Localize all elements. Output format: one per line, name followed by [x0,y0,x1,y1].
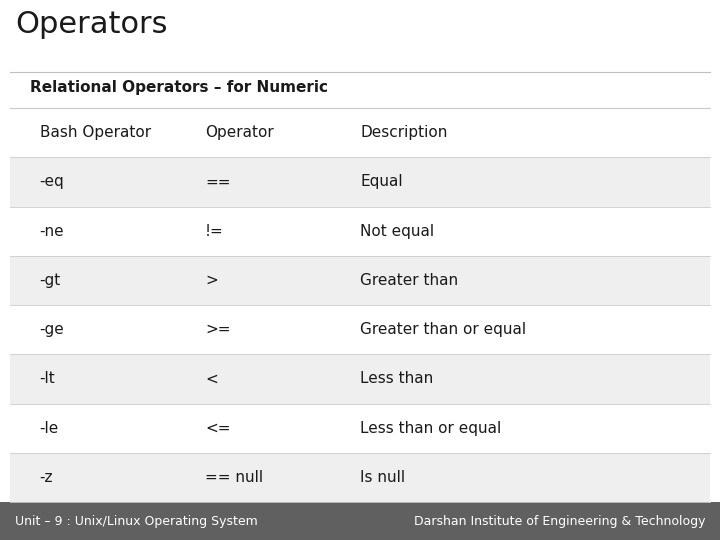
Text: Unit – 9 : Unix/Linux Operating System: Unit – 9 : Unix/Linux Operating System [15,515,258,528]
Text: Description: Description [360,125,447,140]
Text: -z: -z [40,470,53,485]
Bar [10,157,710,206]
Bar [10,305,710,354]
Text: == null: == null [205,470,264,485]
Text: Bash Operator: Bash Operator [40,125,150,140]
Text: >: > [205,273,218,288]
Text: Greater than or equal: Greater than or equal [360,322,526,337]
Text: Relational Operators – for Numeric: Relational Operators – for Numeric [30,80,328,95]
Text: !=: != [205,224,224,239]
Text: -ge: -ge [40,322,64,337]
Text: Less than: Less than [360,372,433,387]
Text: Is null: Is null [360,470,405,485]
Bar [10,108,710,157]
Text: <=: <= [205,421,230,436]
Bar [10,206,710,256]
Text: Operator: Operator [205,125,274,140]
Text: Equal: Equal [360,174,402,190]
Text: Operators: Operators [15,10,168,39]
Text: Darshan Institute of Engineering & Technology: Darshan Institute of Engineering & Techn… [413,515,705,528]
Text: >=: >= [205,322,230,337]
Text: -le: -le [40,421,59,436]
Bar [10,354,710,403]
Text: -eq: -eq [40,174,64,190]
Text: ==: == [205,174,230,190]
Bar [10,403,710,453]
Text: Greater than: Greater than [360,273,458,288]
Text: <: < [205,372,218,387]
Text: -gt: -gt [40,273,61,288]
Text: -lt: -lt [40,372,55,387]
Bar [0,502,720,540]
Bar [10,453,710,502]
Text: -ne: -ne [40,224,64,239]
Text: Less than or equal: Less than or equal [360,421,501,436]
Text: Not equal: Not equal [360,224,434,239]
Bar [10,256,710,305]
